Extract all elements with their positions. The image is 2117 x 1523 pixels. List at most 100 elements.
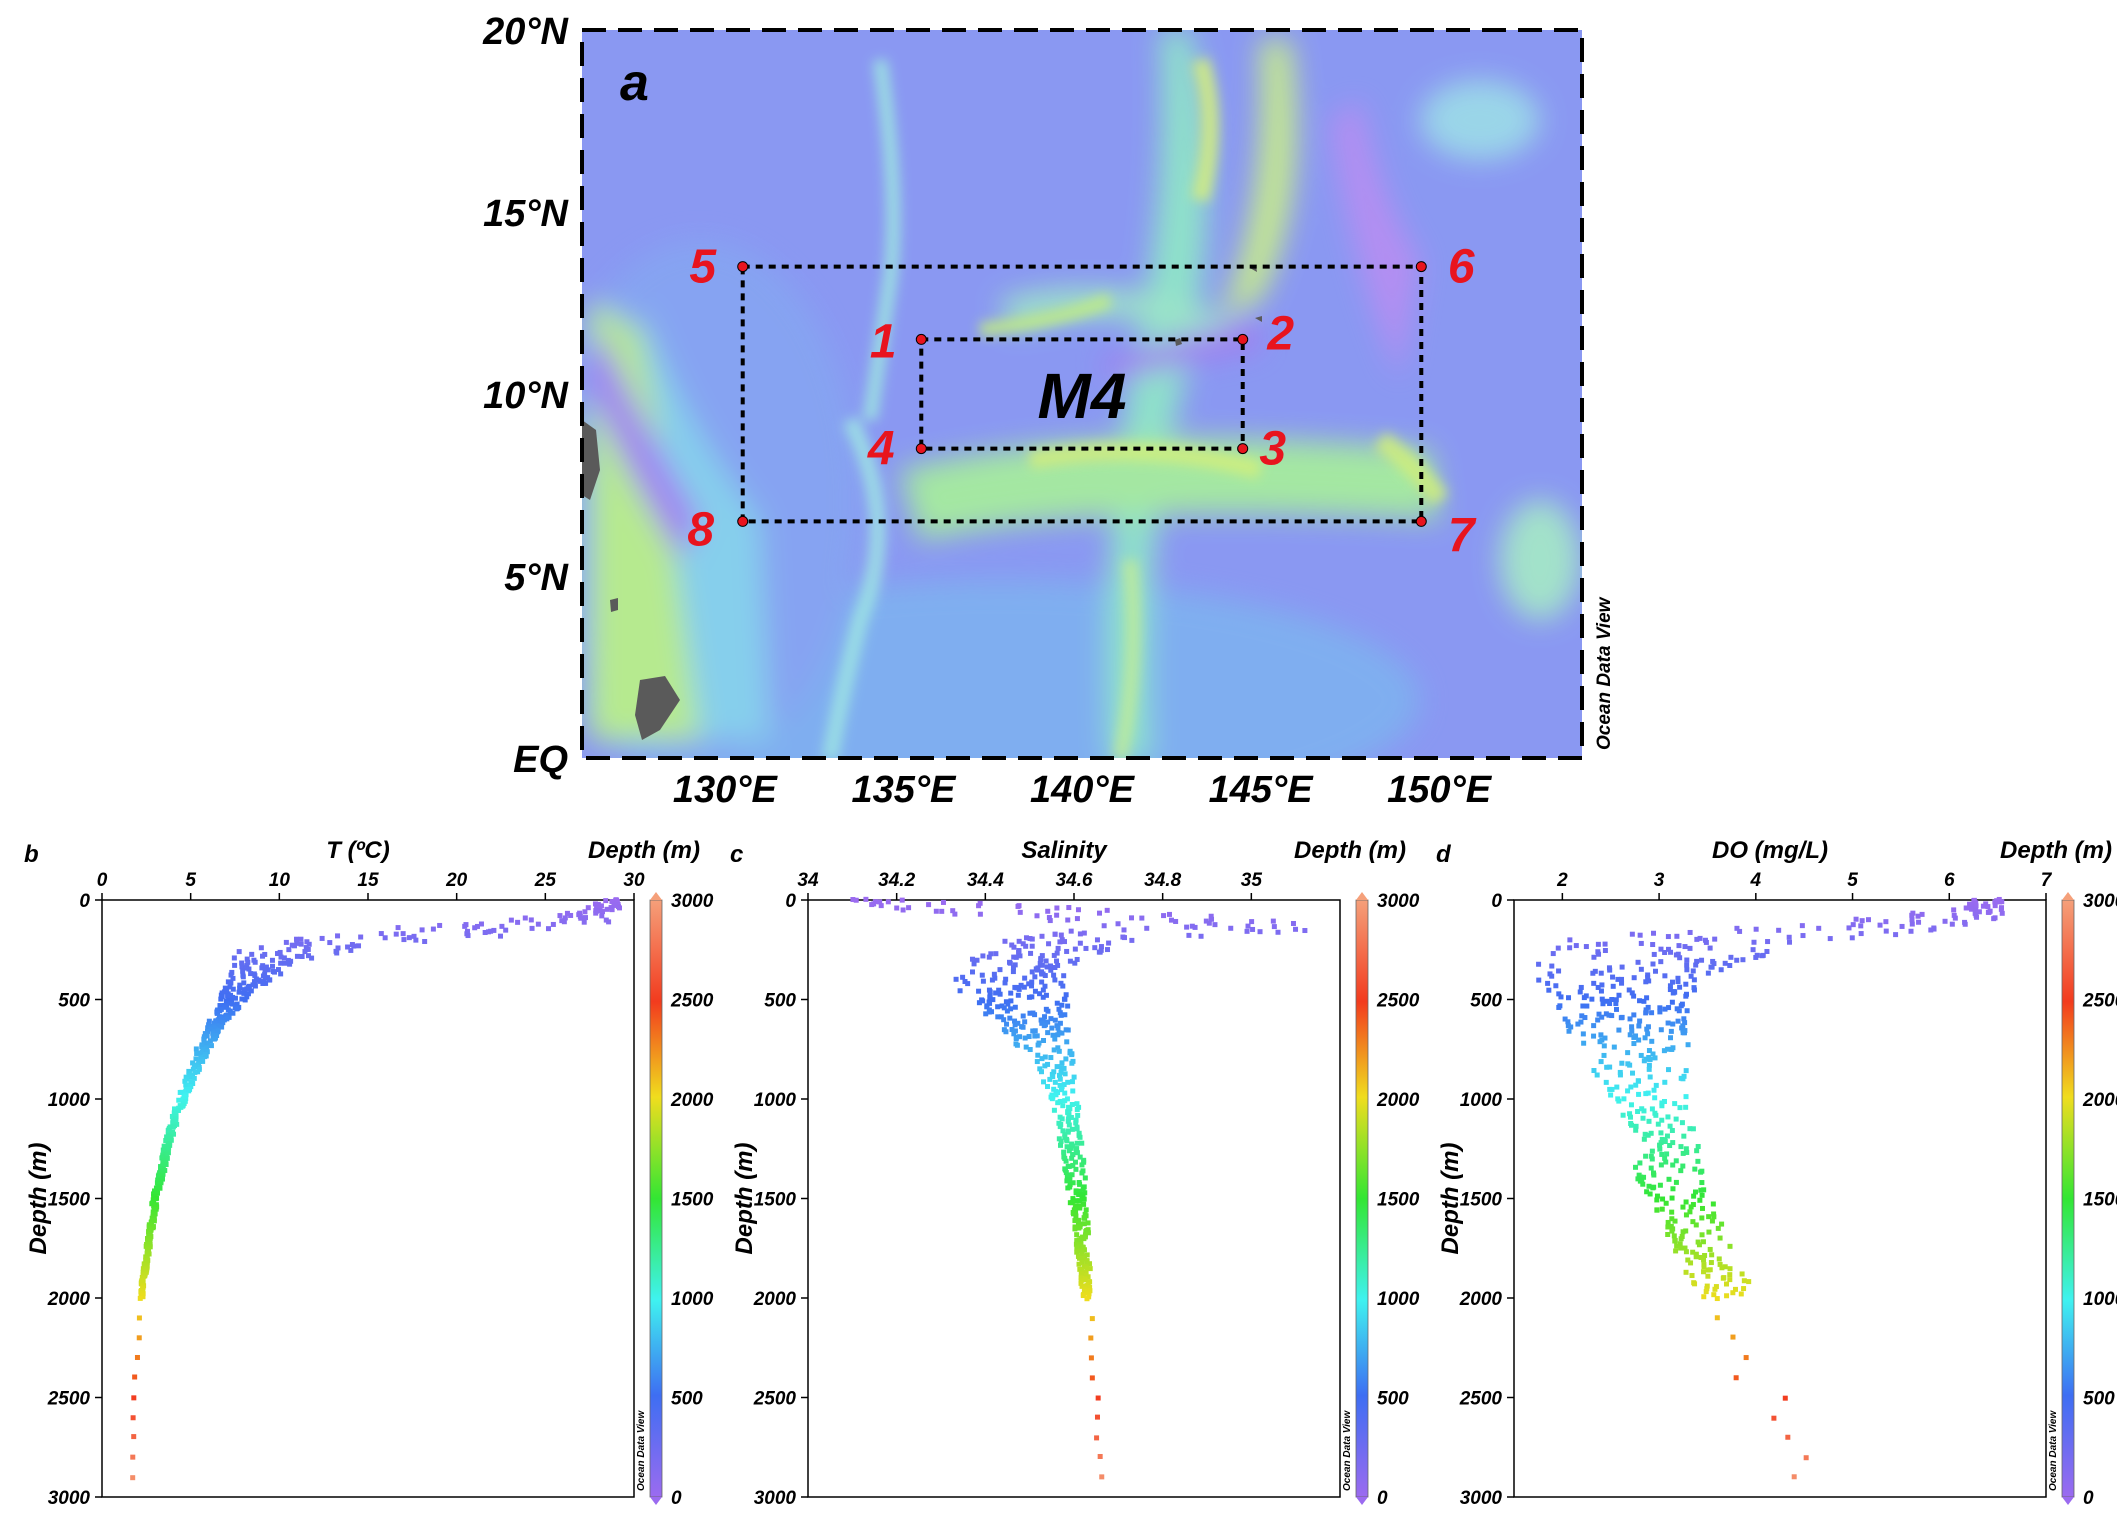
- data-point: [1086, 1279, 1092, 1285]
- data-point: [1212, 922, 1218, 928]
- data-point: [1250, 926, 1256, 932]
- data-point: [1666, 1005, 1672, 1011]
- data-point: [1753, 954, 1759, 960]
- data-point: [1653, 1112, 1659, 1118]
- data-point: [1665, 1224, 1671, 1230]
- data-point: [1712, 1286, 1718, 1292]
- data-point: [298, 936, 304, 942]
- data-point: [1041, 1038, 1047, 1044]
- data-point: [1659, 1117, 1665, 1123]
- data-point: [1044, 964, 1050, 970]
- data-point: [259, 965, 265, 971]
- data-point: [1643, 1010, 1649, 1016]
- data-point: [1727, 1266, 1733, 1272]
- data-point: [1059, 1060, 1065, 1066]
- region-label: M4: [1038, 360, 1127, 432]
- data-point: [1055, 1025, 1061, 1031]
- data-point: [1099, 1474, 1105, 1480]
- data-point: [1859, 918, 1865, 924]
- data-point: [1073, 1166, 1079, 1172]
- data-point: [1674, 1243, 1680, 1249]
- data-point: [358, 934, 364, 940]
- data-point: [1730, 1334, 1736, 1340]
- data-point: [258, 945, 264, 951]
- data-point: [1012, 962, 1018, 968]
- data-point: [1705, 970, 1711, 976]
- data-point: [1684, 1008, 1690, 1014]
- data-point: [1607, 1001, 1613, 1007]
- data-point: [1687, 1126, 1693, 1132]
- data-point: [1029, 936, 1035, 942]
- data-point: [528, 917, 534, 923]
- data-point: [214, 1008, 220, 1014]
- bathymetry-background: [582, 30, 1582, 758]
- data-point: [1687, 945, 1693, 951]
- data-point: [1707, 945, 1713, 951]
- colorbar-tick-label: 1500: [1377, 1190, 1420, 1211]
- data-point: [131, 1434, 137, 1440]
- data-point: [1076, 1261, 1082, 1267]
- data-point: [1672, 1218, 1678, 1224]
- data-point: [278, 954, 284, 960]
- data-point: [1711, 1214, 1717, 1220]
- data-point: [997, 967, 1003, 973]
- data-point: [1055, 1100, 1061, 1106]
- data-point: [1037, 991, 1043, 997]
- data-point: [278, 971, 284, 977]
- data-point: [188, 1080, 194, 1086]
- data-point: [1045, 1008, 1051, 1014]
- data-point: [1097, 949, 1103, 955]
- data-point: [1051, 1069, 1057, 1075]
- data-point: [1658, 1162, 1664, 1168]
- data-point: [1045, 1030, 1051, 1036]
- data-point: [1659, 1206, 1665, 1212]
- data-point: [1010, 969, 1016, 975]
- data-point: [1067, 1177, 1073, 1183]
- data-point: [263, 980, 269, 986]
- data-point: [1580, 1003, 1586, 1009]
- data-point: [1074, 1107, 1080, 1113]
- data-point: [1602, 1035, 1608, 1041]
- data-point: [217, 1003, 223, 1009]
- data-point: [550, 921, 556, 927]
- data-point: [1670, 990, 1676, 996]
- data-point: [1992, 903, 1998, 909]
- data-point: [1076, 1188, 1082, 1194]
- data-point: [1078, 1280, 1084, 1286]
- data-point: [270, 963, 276, 969]
- data-point: [1604, 998, 1610, 1004]
- data-point: [1651, 951, 1657, 957]
- data-point: [162, 1167, 168, 1173]
- data-point: [1695, 1239, 1701, 1245]
- data-point: [1556, 968, 1562, 974]
- data-point: [1655, 1121, 1661, 1127]
- data-point: [1699, 1205, 1705, 1211]
- data-point: [1595, 949, 1601, 955]
- data-point: [984, 1004, 990, 1010]
- data-point: [1069, 1126, 1075, 1132]
- data-point: [1083, 1272, 1089, 1278]
- data-point: [1066, 1122, 1072, 1128]
- data-point: [1711, 1211, 1717, 1217]
- lat-tick-label: 20°N: [482, 11, 569, 53]
- data-point: [1666, 1067, 1672, 1073]
- data-point: [578, 915, 584, 921]
- data-point: [160, 1171, 166, 1177]
- data-point: [1057, 939, 1063, 945]
- data-point: [1590, 970, 1596, 976]
- data-point: [1718, 967, 1724, 973]
- data-point: [1092, 945, 1098, 951]
- data-point: [1567, 937, 1573, 943]
- data-point: [474, 923, 480, 929]
- data-point: [1629, 1028, 1635, 1034]
- data-point: [1077, 931, 1083, 937]
- data-point: [1076, 1225, 1082, 1231]
- data-point: [1607, 1064, 1613, 1070]
- x-tick-label: 15: [357, 870, 379, 891]
- salinity-profile-panel: 34 34.2 34.4 34.6 34.8 35 0 500 1000 1500 2000 2500…: [730, 837, 1420, 1509]
- data-point: [230, 975, 236, 981]
- data-point: [1659, 1100, 1665, 1106]
- data-point: [1606, 1012, 1612, 1018]
- data-point: [472, 925, 478, 931]
- panel-watermark: Ocean Data View: [2048, 1410, 2059, 1491]
